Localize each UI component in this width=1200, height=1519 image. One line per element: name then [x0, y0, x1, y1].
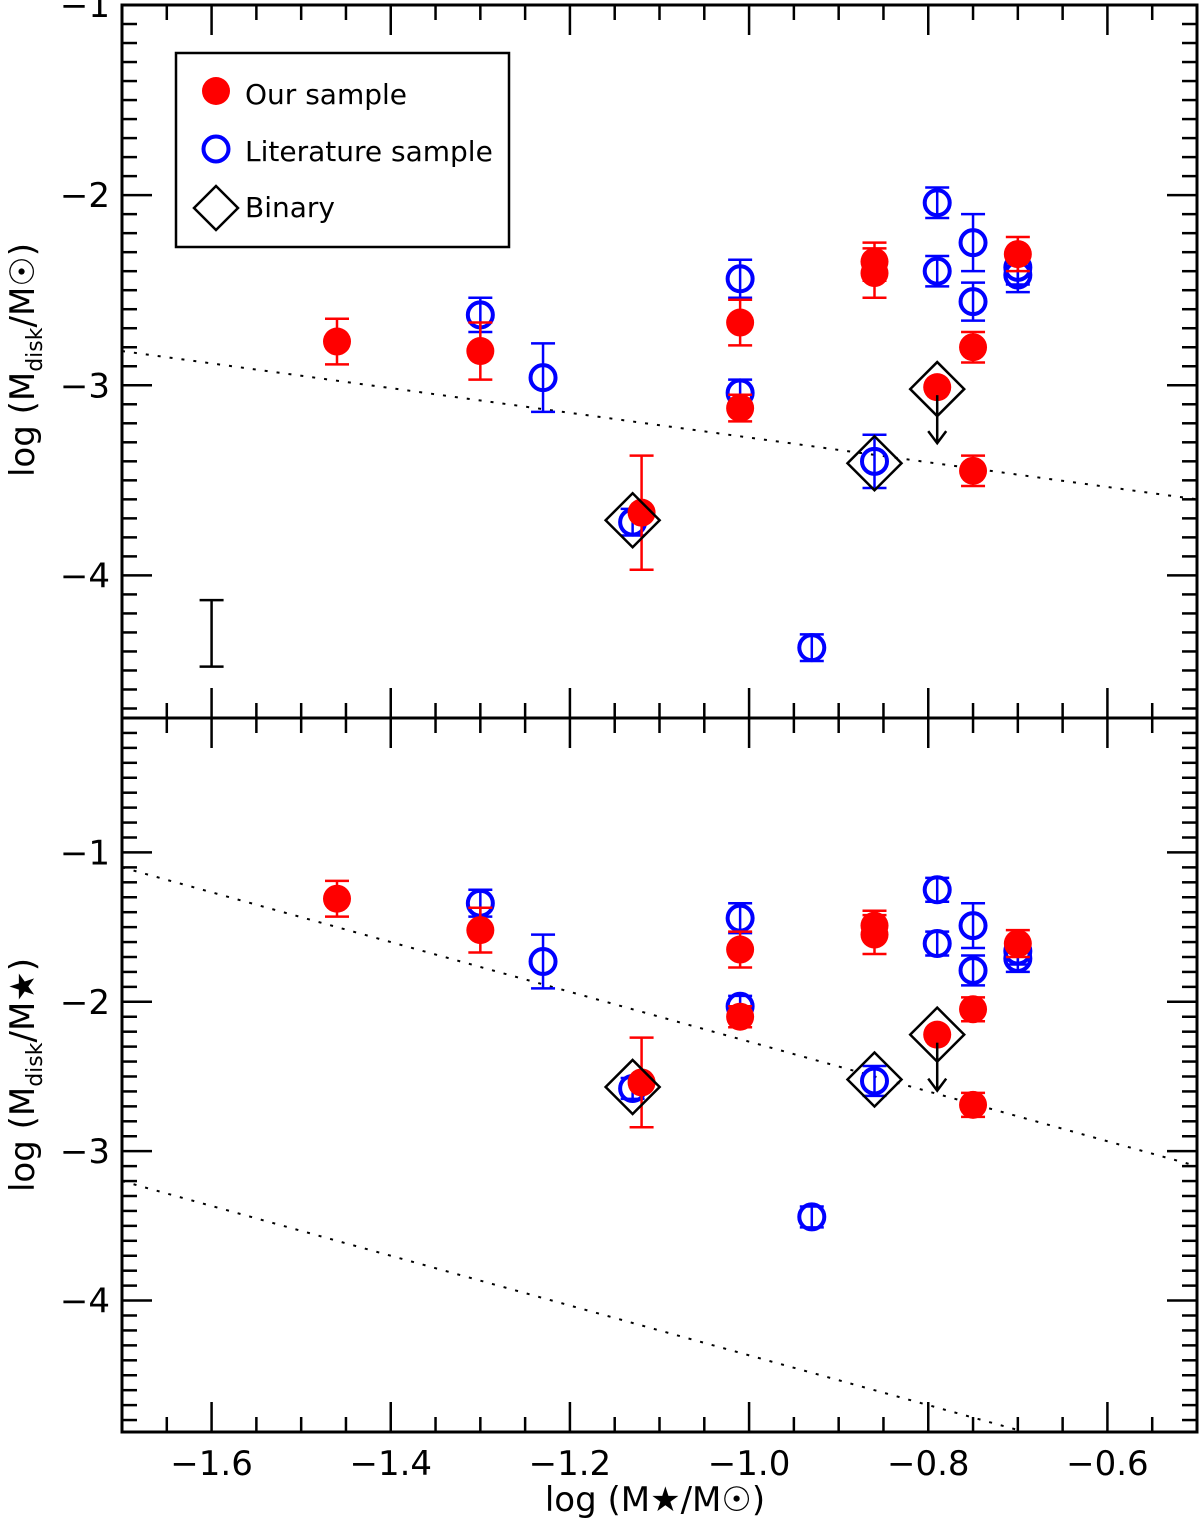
top-our-sample-point-0	[323, 317, 351, 366]
bottom-our-sample-point-0	[323, 879, 351, 918]
legend-literature-sample-label: Literature sample	[245, 135, 493, 168]
bottom-literature-point-8	[922, 929, 952, 959]
top-y-axis-label: log (Mdisk/M☉)	[3, 243, 48, 477]
bottom-x-tick-label: −1.4	[349, 1444, 432, 1484]
bottom-our-sample-point-4	[726, 1002, 755, 1031]
bottom-panel: −4 −3 −2 −1 −1.6 −1.4 −1.2 −1.0 −0.8 −0.6	[60, 716, 1199, 1484]
bottom-binary-marker-1	[845, 1050, 904, 1109]
bottom-our-sample-point-8	[959, 995, 988, 1024]
top-y-tick-label: −4	[60, 556, 110, 596]
bottom-literature-point-6	[860, 1064, 889, 1098]
top-our-sample-point-2	[627, 454, 656, 571]
top-literature-point-7	[922, 186, 952, 220]
legend-binary-marker	[192, 184, 240, 232]
top-binary-marker-1	[845, 434, 904, 492]
top-our-sample-point-6	[860, 247, 889, 300]
top-dotted-line-0	[122, 350, 1197, 501]
top-literature-point-1	[528, 342, 558, 414]
legend-our-sample-marker	[202, 77, 230, 105]
top-y-tick-label: −3	[60, 366, 110, 406]
bottom-y-tick-label: −3	[60, 1132, 110, 1172]
bottom-our-sample-point-3	[726, 930, 755, 969]
legend-literature-sample-marker	[201, 134, 231, 164]
top-our-sample-point-8	[959, 330, 988, 364]
bottom-our-sample-point-7	[923, 1020, 952, 1093]
legend: Our sample Literature sample Binary	[174, 51, 511, 249]
bottom-panel-border	[120, 716, 1199, 1434]
bottom-binary-marker-0	[603, 1058, 662, 1116]
bottom-literature-point-3	[725, 901, 755, 935]
top-literature-point-10	[958, 281, 988, 322]
top-our-sample-point-9	[959, 454, 988, 488]
plot-frame	[120, 3, 1199, 1434]
bottom-literature-point-9	[958, 901, 988, 950]
bottom-y-tick-label: −2	[60, 983, 110, 1023]
bottom-dotted-line-0	[122, 866, 1197, 1168]
bottom-x-tick-label: −0.6	[1066, 1444, 1149, 1484]
top-y-tick-label: −2	[60, 176, 110, 216]
bottom-ticks	[120, 716, 1199, 1432]
top-literature-point-8	[922, 254, 952, 288]
top-our-sample-point-10	[1003, 235, 1032, 273]
top-our-sample-point-7	[923, 373, 952, 446]
bottom-x-tick-label: −1.0	[708, 1444, 791, 1484]
top-typical-error-bar	[199, 598, 224, 668]
top-literature-point-3	[725, 258, 755, 300]
bottom-literature-point-1	[528, 933, 558, 990]
bottom-literature-point-5	[797, 1202, 827, 1232]
top-our-sample-point-4	[726, 393, 755, 423]
bottom-x-tick-label: −1.6	[170, 1444, 253, 1484]
bottom-our-sample-point-9	[959, 1090, 988, 1119]
top-binary-marker-2	[908, 360, 966, 418]
legend-binary-label: Binary	[245, 191, 335, 224]
x-axis-label: log (M★/M☉)	[545, 1480, 765, 1519]
bottom-y-tick-label: −4	[60, 1282, 110, 1322]
bottom-upper-limit-arrow	[927, 1042, 948, 1093]
bottom-y-tick-label: −1	[60, 833, 110, 873]
bottom-x-tick-label: −0.8	[887, 1444, 970, 1484]
top-literature-point-6	[860, 433, 889, 490]
bottom-dotted-line-1	[122, 1180, 1029, 1432]
bottom-x-tick-label: −1.2	[529, 1444, 612, 1484]
top-literature-point-5	[797, 633, 827, 663]
bottom-binary-marker-2	[908, 1005, 966, 1064]
bottom-our-sample-point-6	[860, 913, 889, 956]
top-panel: −4 −3 −2 −1	[60, 0, 1199, 718]
bottom-literature-point-7	[922, 875, 952, 905]
top-literature-point-9	[958, 212, 988, 273]
top-binary-marker-0	[603, 491, 662, 550]
top-our-sample-point-3	[726, 298, 755, 347]
bottom-our-sample-point-1	[466, 906, 495, 954]
top-our-sample-point-1	[466, 321, 495, 381]
bottom-y-axis-label: log (Mdisk/M★)	[3, 958, 48, 1192]
bottom-our-sample-point-10	[1003, 928, 1032, 959]
top-ticks	[120, 3, 1199, 718]
bottom-literature-point-10	[958, 954, 988, 987]
legend-our-sample-label: Our sample	[245, 78, 407, 111]
top-upper-limit-arrow	[927, 395, 948, 446]
top-y-tick-label: −1	[60, 0, 110, 26]
